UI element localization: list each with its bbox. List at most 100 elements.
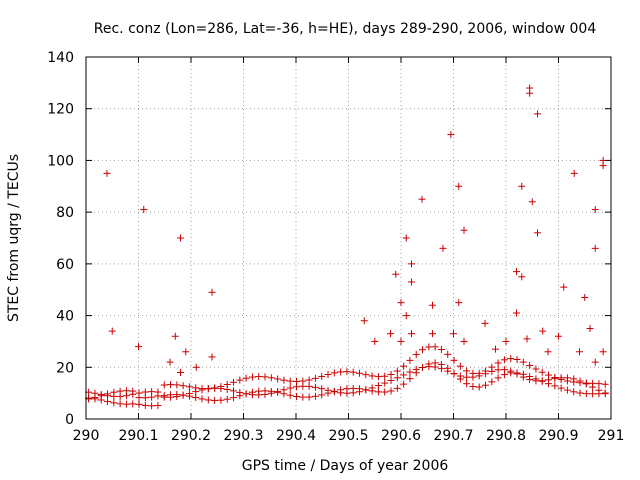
data-point <box>217 382 225 390</box>
data-point <box>192 394 200 402</box>
data-point <box>148 402 156 410</box>
data-point <box>293 377 301 385</box>
data-point <box>528 198 536 206</box>
data-point <box>555 332 562 340</box>
data-point <box>513 268 520 276</box>
data-point <box>330 388 338 396</box>
data-point <box>518 182 526 190</box>
data-point <box>387 370 395 378</box>
y-tick-label: 20 <box>56 360 74 376</box>
data-point <box>455 299 463 307</box>
data-point <box>397 299 405 307</box>
data-point <box>179 391 187 399</box>
data-point <box>418 195 426 203</box>
data-point <box>330 369 338 377</box>
data-point <box>439 244 447 252</box>
data-point <box>526 376 534 384</box>
data-point <box>539 327 547 335</box>
data-point <box>104 392 112 400</box>
data-point <box>381 372 389 380</box>
data-point <box>267 374 275 382</box>
data-point <box>192 363 200 371</box>
data-point <box>534 229 541 237</box>
data-point <box>408 330 415 338</box>
data-point <box>261 373 269 381</box>
data-point <box>581 293 589 301</box>
data-point <box>576 348 583 356</box>
data-point <box>500 356 508 364</box>
data-point <box>412 351 420 359</box>
data-point <box>182 348 190 356</box>
data-point <box>360 317 368 325</box>
data-point <box>103 169 111 177</box>
x-axis-label: GPS time / Days of year 2006 <box>242 458 449 474</box>
data-point <box>274 388 282 396</box>
data-point <box>601 389 609 397</box>
data-point <box>601 380 609 388</box>
data-point <box>305 393 313 401</box>
data-point <box>148 393 156 401</box>
data-point <box>475 383 483 391</box>
data-point <box>108 327 116 335</box>
x-tick-label: 290.5 <box>328 428 368 444</box>
data-point <box>318 391 326 399</box>
data-point <box>397 337 405 345</box>
data-point <box>544 348 552 356</box>
data-point <box>167 393 175 401</box>
data-point <box>500 366 508 374</box>
data-point <box>402 312 410 320</box>
data-point <box>519 358 527 366</box>
data-point <box>371 337 379 345</box>
data-point <box>463 380 471 388</box>
data-point <box>482 381 490 389</box>
data-point <box>116 392 124 400</box>
data-point <box>324 370 332 378</box>
x-tick-label: 290.2 <box>171 428 211 444</box>
y-tick-label: 140 <box>47 50 74 66</box>
data-point <box>230 378 238 386</box>
data-point <box>406 356 414 364</box>
data-point <box>173 393 181 401</box>
data-point <box>299 377 307 385</box>
data-point <box>141 401 149 409</box>
data-point <box>591 206 599 214</box>
data-point <box>523 335 531 343</box>
data-point <box>286 377 294 385</box>
data-point <box>192 384 200 392</box>
data-point <box>230 387 238 395</box>
data-point <box>362 371 370 379</box>
data-point <box>129 390 137 398</box>
data-point <box>419 346 427 354</box>
data-point <box>242 390 250 398</box>
data-point <box>122 392 130 400</box>
data-point <box>570 378 578 386</box>
y-tick-label: 100 <box>47 153 74 169</box>
data-point <box>586 325 594 332</box>
data-point <box>392 270 400 278</box>
data-point <box>154 401 162 409</box>
data-point <box>591 244 599 252</box>
data-point <box>223 395 231 403</box>
y-axis-label: STEC from uqrg / TECUs <box>6 154 22 322</box>
data-point <box>122 400 130 408</box>
data-point <box>208 288 216 296</box>
data-point <box>293 392 301 400</box>
data-point <box>177 234 184 242</box>
data-point <box>576 389 584 397</box>
data-point <box>116 400 124 408</box>
data-point <box>538 377 546 385</box>
data-point <box>280 386 288 394</box>
data-point <box>393 374 401 382</box>
data-point <box>160 393 168 401</box>
data-point <box>374 373 382 381</box>
data-point <box>198 395 206 403</box>
data-point <box>475 369 483 377</box>
data-point <box>129 400 137 408</box>
data-point <box>406 368 414 376</box>
data-point <box>236 388 244 396</box>
data-point <box>447 131 455 139</box>
x-tick-label: 290.6 <box>381 428 421 444</box>
axis-ticks <box>85 56 612 420</box>
data-point <box>444 350 452 358</box>
